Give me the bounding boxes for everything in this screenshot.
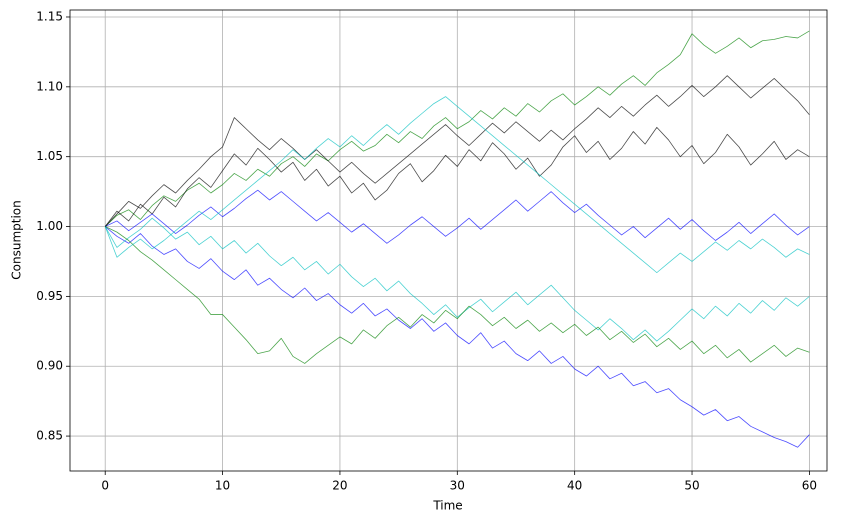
x-tick-label: 10 <box>215 479 230 493</box>
y-tick-label: 1.10 <box>36 79 63 93</box>
series-line <box>104 226 810 448</box>
y-tick-label: 0.95 <box>36 289 63 303</box>
x-tick-label: 0 <box>101 479 109 493</box>
y-tick-label: 1.05 <box>36 149 63 163</box>
y-tick-label: 0.85 <box>36 429 63 443</box>
plot-frame <box>69 9 828 472</box>
x-tick-label: 20 <box>332 479 347 493</box>
x-tick-label: 40 <box>567 479 582 493</box>
y-axis-label: Consumption <box>10 200 24 279</box>
series-line <box>104 96 810 274</box>
x-tick-label: 60 <box>802 479 817 493</box>
series-line <box>104 217 810 342</box>
y-tick-label: 1.15 <box>36 9 63 23</box>
x-tick-label: 50 <box>684 479 699 493</box>
series-line <box>105 189 810 244</box>
series-line <box>104 126 810 227</box>
series-line <box>105 226 810 364</box>
series-line <box>104 75 810 227</box>
x-axis-label: Time <box>432 499 462 513</box>
x-tick-label: 30 <box>450 479 465 493</box>
y-tick-label: 0.90 <box>36 359 63 373</box>
y-tick-label: 1.00 <box>36 219 63 233</box>
series-line <box>104 30 810 227</box>
